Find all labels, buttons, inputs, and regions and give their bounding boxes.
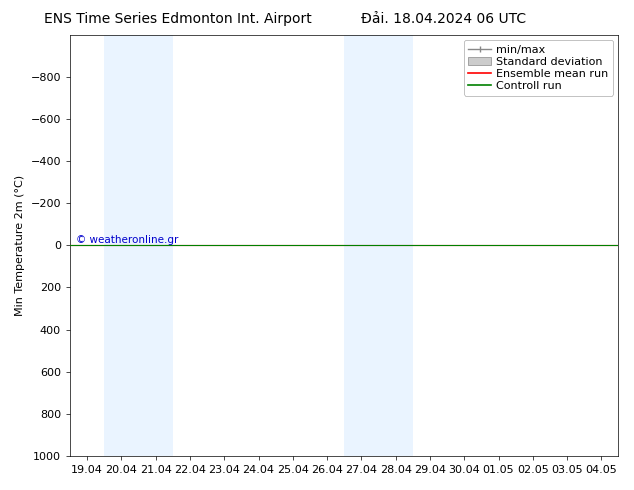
Bar xyxy=(344,35,413,456)
Text: ENS Time Series Edmonton Int. Airport: ENS Time Series Edmonton Int. Airport xyxy=(44,12,311,26)
Y-axis label: Min Temperature 2m (°C): Min Temperature 2m (°C) xyxy=(15,175,25,316)
Text: Đải. 18.04.2024 06 UTC: Đải. 18.04.2024 06 UTC xyxy=(361,12,526,26)
Legend: min/max, Standard deviation, Ensemble mean run, Controll run: min/max, Standard deviation, Ensemble me… xyxy=(464,40,613,96)
Text: © weatheronline.gr: © weatheronline.gr xyxy=(75,235,178,245)
Bar xyxy=(105,35,173,456)
